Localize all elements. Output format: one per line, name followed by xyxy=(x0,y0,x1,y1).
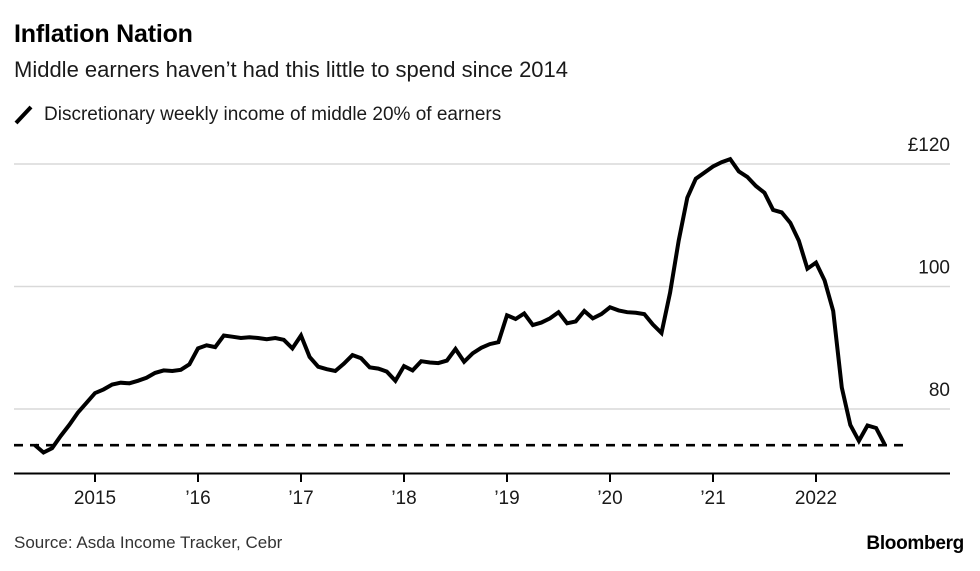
series-line-discretionary-income xyxy=(33,156,887,455)
chart-legend: Discretionary weekly income of middle 20… xyxy=(14,104,501,126)
chart-header: Inflation Nation Middle earners haven’t … xyxy=(14,20,568,83)
y-axis-tick-label: £120 xyxy=(908,135,950,156)
x-axis-tick-label: ’17 xyxy=(288,488,313,509)
x-axis-tick-label: ’20 xyxy=(597,488,622,509)
legend-label: Discretionary weekly income of middle 20… xyxy=(44,104,502,125)
x-axis-tick-label: ’19 xyxy=(494,488,519,509)
x-axis-tick-label: ’16 xyxy=(185,488,210,509)
y-axis-tick-label: 80 xyxy=(929,380,950,401)
x-axis-tick-label: ’21 xyxy=(700,488,725,509)
bloomberg-logo: Bloomberg xyxy=(866,533,964,554)
x-axis-tick-label: 2015 xyxy=(74,488,116,509)
line-series-legend-icon xyxy=(14,105,33,125)
y-axis-tick-label: 100 xyxy=(918,258,950,279)
source-note: Source: Asda Income Tracker, Cebr xyxy=(14,533,283,552)
chart-subtitle: Middle earners haven’t had this little t… xyxy=(14,57,569,82)
x-axis-tick-label: ’18 xyxy=(391,488,416,509)
x-axis-tick-label: 2022 xyxy=(795,488,837,509)
chart-title: Inflation Nation xyxy=(14,20,193,48)
